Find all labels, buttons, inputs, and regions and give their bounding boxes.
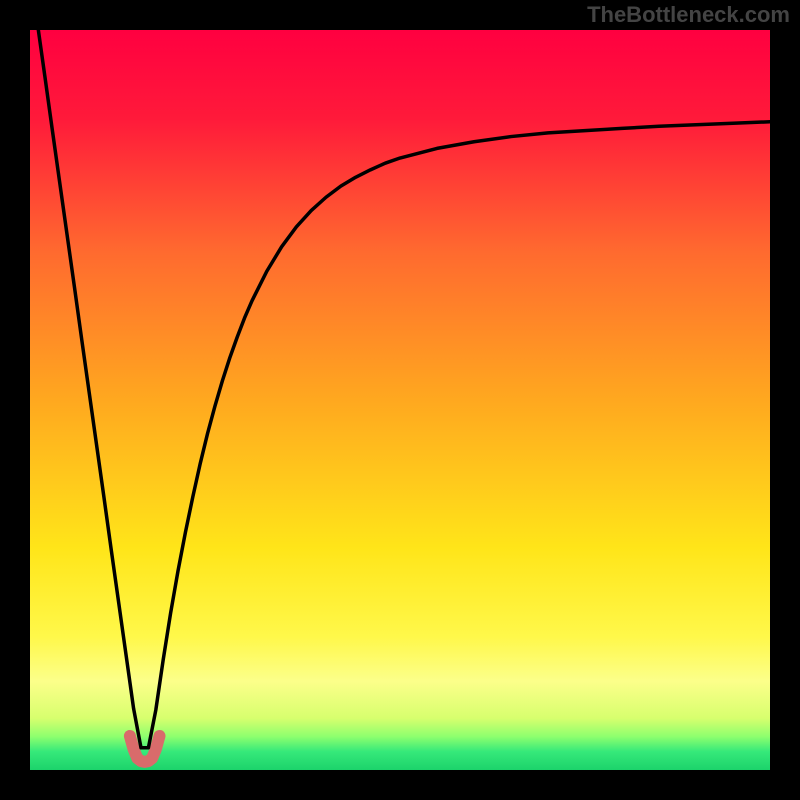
chart-svg: TheBottleneck.com bbox=[0, 0, 800, 800]
attribution-text: TheBottleneck.com bbox=[587, 2, 790, 27]
chart-root: TheBottleneck.com bbox=[0, 0, 800, 800]
gradient-background bbox=[30, 30, 770, 770]
